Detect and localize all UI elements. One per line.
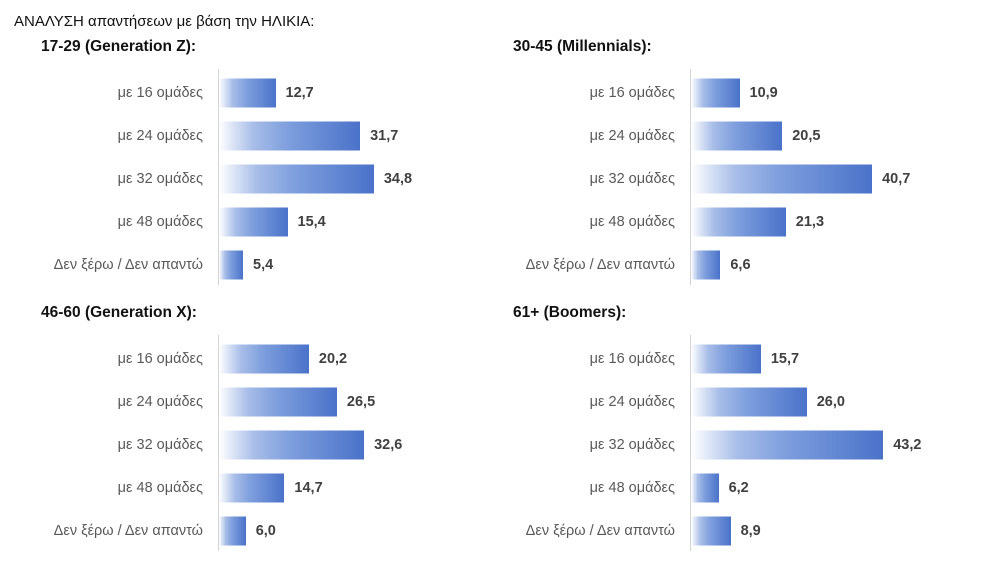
data-label: 12,7 <box>285 85 314 101</box>
category-label: με 24 ομάδες <box>117 394 203 410</box>
chart-panel-3: 46-60 (Generation X): με 16 ομάδες 20,2 με … <box>38 304 508 554</box>
data-label: 21,3 <box>795 214 825 230</box>
data-label: 5,4 <box>253 257 274 273</box>
data-label: 14,7 <box>294 480 323 496</box>
category-axis <box>690 335 691 551</box>
bar <box>219 164 374 194</box>
category-axis <box>218 335 219 551</box>
category-label: με 24 ομάδες <box>589 128 675 144</box>
data-label: 6,0 <box>255 523 276 539</box>
panel-title: 17-29 (Generation Z): <box>41 38 197 55</box>
bar <box>691 387 807 417</box>
bar <box>219 473 285 503</box>
category-label: με 16 ομάδες <box>589 85 675 101</box>
data-label: 43,2 <box>893 437 922 453</box>
data-label: 20,5 <box>792 128 821 144</box>
category-label: με 48 ομάδες <box>589 214 675 230</box>
data-label: 15,4 <box>297 214 326 230</box>
category-label: με 32 ομάδες <box>589 171 675 187</box>
chart-main-title: ΑΝΑΛΥΣΗ απαντήσεων με βάση την ΗΛΙΚΙΑ: <box>14 13 315 30</box>
category-label: Δεν ξέρω / Δεν απαντώ <box>525 257 675 273</box>
category-label: με 32 ομάδες <box>117 171 203 187</box>
category-label: με 24 ομάδες <box>117 128 203 144</box>
bar <box>691 344 761 374</box>
data-label: 6,6 <box>730 257 751 273</box>
chart-panel-2: 30-45 (Millennials): με 16 ομάδες 10,9 με 2… <box>510 38 980 288</box>
panel-title: 61+ (Boomers): <box>513 304 627 321</box>
data-label: 26,0 <box>816 394 845 410</box>
data-label: 34,8 <box>383 171 413 187</box>
category-label: με 48 ομάδες <box>589 480 675 496</box>
category-label: με 16 ομάδες <box>589 351 675 367</box>
data-label: 20,2 <box>318 351 348 367</box>
data-label: 26,5 <box>346 394 376 410</box>
category-label: με 48 ομάδες <box>117 214 203 230</box>
bar <box>219 250 244 280</box>
bar <box>691 250 721 280</box>
bar <box>219 387 337 417</box>
bar <box>691 121 783 151</box>
bar <box>219 430 365 460</box>
category-label: Δεν ξέρω / Δεν απαντώ <box>53 257 203 273</box>
category-label: με 16 ομάδες <box>117 85 203 101</box>
data-label: 10,9 <box>749 85 778 101</box>
panel-title: 46-60 (Generation X): <box>41 304 197 321</box>
bar <box>691 473 719 503</box>
data-label: 32,6 <box>374 437 403 453</box>
data-label: 40,7 <box>882 171 911 187</box>
category-label: με 32 ομάδες <box>589 437 675 453</box>
category-label: Δεν ξέρω / Δεν απαντώ <box>525 523 675 539</box>
bar <box>691 164 873 194</box>
category-label: με 48 ομάδες <box>117 480 203 496</box>
category-axis <box>218 69 219 285</box>
chart-panel-1: 17-29 (Generation Z): με 16 ομάδες 12,7 με … <box>38 38 508 288</box>
category-label: Δεν ξέρω / Δεν απαντώ <box>53 523 203 539</box>
bar <box>691 430 884 460</box>
bar <box>219 207 288 237</box>
data-label: 15,7 <box>770 351 800 367</box>
data-label: 6,2 <box>728 480 749 496</box>
bar <box>219 344 309 374</box>
data-label: 8,9 <box>740 523 761 539</box>
category-label: με 24 ομάδες <box>589 394 675 410</box>
panel-title: 30-45 (Millennials): <box>513 38 652 55</box>
bar <box>691 516 731 546</box>
bar <box>219 121 361 151</box>
bar <box>691 207 786 237</box>
chart-panel-4: 61+ (Boomers): με 16 ομάδες 15,7 με 24 ομάδ… <box>510 304 980 554</box>
data-label: 31,7 <box>370 128 399 144</box>
bar <box>691 78 740 108</box>
bar <box>219 516 246 546</box>
category-label: με 32 ομάδες <box>117 437 203 453</box>
category-axis <box>690 69 691 285</box>
bar <box>219 78 276 108</box>
category-label: με 16 ομάδες <box>117 351 203 367</box>
